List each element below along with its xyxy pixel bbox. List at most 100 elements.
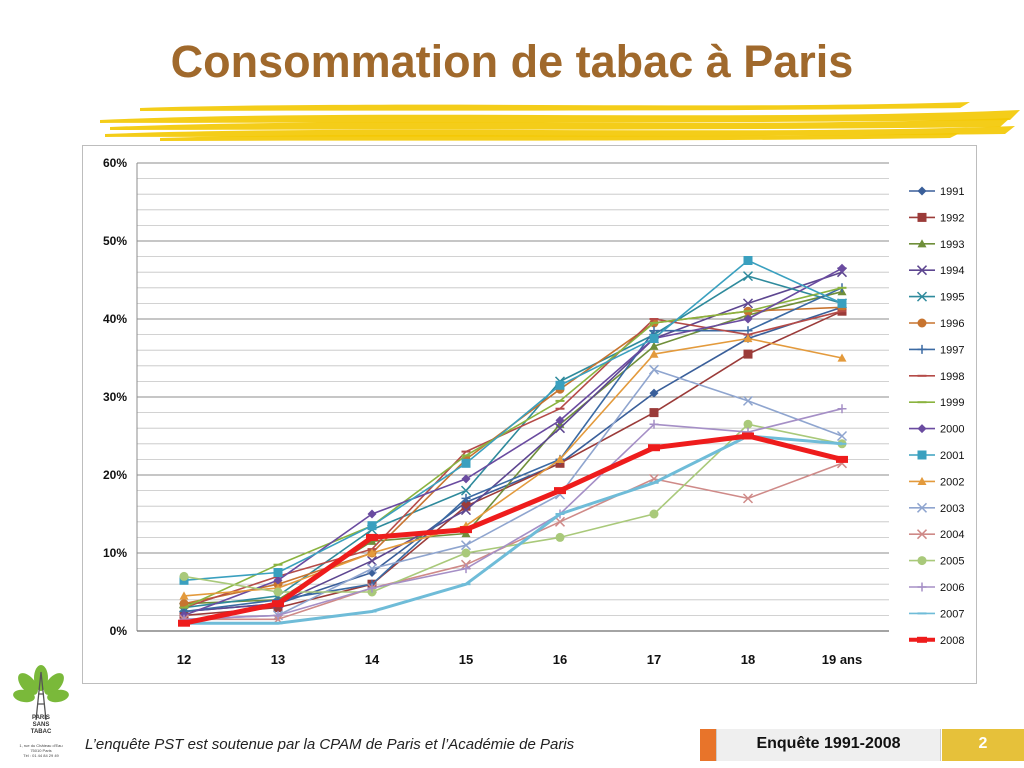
data-point bbox=[649, 349, 659, 358]
legend-swatch-marker bbox=[917, 318, 927, 328]
legend-label: 1991 bbox=[940, 186, 964, 198]
series-line bbox=[183, 259, 843, 582]
legend-label: 2001 bbox=[940, 450, 964, 462]
legend-item: 1993 bbox=[909, 239, 964, 251]
y-tick-label: 0% bbox=[110, 624, 128, 638]
legend-label: 2006 bbox=[940, 582, 964, 594]
series-line bbox=[183, 287, 843, 613]
series-line bbox=[183, 306, 843, 605]
data-point bbox=[837, 404, 847, 414]
series-line bbox=[183, 306, 843, 613]
legend-label: 2004 bbox=[940, 529, 964, 541]
data-point bbox=[461, 458, 471, 468]
x-tick-label: 15 bbox=[459, 652, 473, 667]
brush-stroke-segment bbox=[110, 118, 1010, 130]
data-point bbox=[461, 493, 471, 503]
data-point bbox=[555, 532, 565, 542]
series-1996 bbox=[179, 302, 847, 609]
logo-address-line: Tél : 01 44 84 29 49 bbox=[23, 753, 59, 758]
legend-swatch-marker bbox=[916, 265, 928, 276]
data-point bbox=[555, 415, 565, 425]
legend-label: 1998 bbox=[940, 371, 964, 383]
y-tick-label: 10% bbox=[103, 546, 127, 560]
brush-stroke-segment bbox=[160, 133, 960, 141]
x-tick-label: 19 ans bbox=[822, 652, 862, 667]
data-point bbox=[554, 516, 566, 527]
x-tick-label: 13 bbox=[271, 652, 285, 667]
data-point bbox=[460, 485, 472, 496]
series-line bbox=[183, 337, 843, 597]
legend-label: 2003 bbox=[940, 503, 964, 515]
legend-item: 1999 bbox=[909, 397, 964, 409]
x-tick-label: 16 bbox=[553, 652, 567, 667]
series-2008 bbox=[178, 432, 848, 627]
x-tick-label: 18 bbox=[741, 652, 755, 667]
legend-label: 1999 bbox=[940, 397, 964, 409]
legend-swatch-marker bbox=[916, 502, 928, 513]
slide-title: Consommation de tabac à Paris bbox=[170, 36, 854, 87]
series-line bbox=[183, 287, 843, 609]
data-point bbox=[649, 341, 659, 350]
series-2000 bbox=[179, 263, 847, 620]
series-line bbox=[183, 310, 843, 617]
legend-label: 1995 bbox=[940, 292, 964, 304]
x-tick-label: 12 bbox=[177, 652, 191, 667]
series-line bbox=[183, 310, 843, 609]
y-tick-label: 50% bbox=[103, 234, 127, 248]
data-point bbox=[179, 571, 189, 581]
legend-swatch-marker bbox=[917, 636, 927, 643]
series-line bbox=[183, 275, 843, 609]
legend-item: 1998 bbox=[909, 371, 964, 383]
data-point bbox=[461, 548, 471, 558]
legend-item: 1997 bbox=[909, 344, 964, 356]
legend-label: 2007 bbox=[940, 608, 964, 620]
legend-label: 1997 bbox=[940, 344, 964, 356]
series-line bbox=[183, 267, 843, 617]
data-point bbox=[367, 548, 377, 557]
footer-survey-label: Enquête 1991-2008 bbox=[756, 735, 901, 752]
data-point bbox=[366, 533, 378, 541]
data-point bbox=[837, 353, 847, 362]
data-point bbox=[836, 430, 848, 442]
data-point bbox=[178, 619, 190, 627]
data-point bbox=[461, 474, 471, 484]
legend-swatch-marker bbox=[917, 476, 927, 485]
paris-sans-tabac-logo bbox=[12, 664, 70, 764]
logo-text-paris: PARIS bbox=[32, 715, 50, 721]
footer-text: L’enquête PST est soutenue par la CPAM d… bbox=[85, 736, 575, 753]
data-point bbox=[273, 575, 283, 585]
data-point bbox=[742, 298, 754, 309]
series-line bbox=[183, 271, 843, 613]
data-point bbox=[460, 505, 472, 516]
y-tick-label: 40% bbox=[103, 312, 127, 326]
data-point bbox=[555, 454, 565, 463]
data-point bbox=[460, 526, 472, 534]
brush-stroke-segment bbox=[140, 102, 970, 111]
legend-item: 1994 bbox=[909, 265, 964, 277]
legend-item: 2007 bbox=[909, 608, 964, 620]
data-point bbox=[179, 591, 189, 600]
data-point bbox=[554, 487, 566, 495]
legend-label: 2002 bbox=[940, 476, 964, 488]
data-point bbox=[743, 314, 753, 324]
page-number: 2 bbox=[978, 735, 988, 752]
logo-emblem bbox=[13, 665, 69, 721]
data-point bbox=[837, 298, 847, 308]
data-point bbox=[555, 380, 565, 390]
data-point bbox=[742, 432, 754, 440]
data-point bbox=[272, 600, 284, 608]
data-point bbox=[366, 563, 378, 574]
data-point bbox=[461, 501, 471, 511]
data-point bbox=[837, 263, 847, 273]
legend-item: 2003 bbox=[909, 502, 964, 515]
legend-swatch-marker bbox=[917, 582, 927, 592]
data-point bbox=[366, 555, 378, 566]
legend-label: 1994 bbox=[940, 265, 964, 277]
data-point bbox=[273, 603, 283, 613]
brush-stroke-segment bbox=[100, 110, 1020, 123]
x-tick-label: 14 bbox=[365, 652, 380, 667]
data-point bbox=[273, 587, 283, 597]
data-point bbox=[273, 610, 283, 620]
data-point bbox=[742, 271, 754, 282]
data-point bbox=[743, 256, 753, 265]
